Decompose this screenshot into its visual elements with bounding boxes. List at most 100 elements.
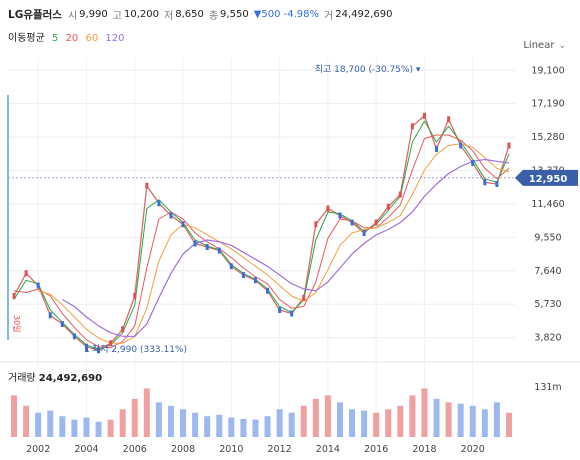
volume-bar: [276, 409, 283, 437]
x-tick-label: 2016: [364, 444, 388, 455]
volume-bar: [47, 410, 54, 437]
price-candle: [290, 310, 294, 317]
volume-title: 거래량 24,492,690: [8, 369, 102, 384]
volume-bar: [493, 402, 500, 437]
price-candle: [157, 200, 161, 207]
price-candle: [398, 191, 402, 198]
volume-bar: [216, 414, 223, 437]
volume-bar: [288, 412, 295, 437]
price-candle: [109, 340, 113, 347]
chevron-down-icon[interactable]: ⌄: [558, 40, 566, 51]
ma-20-label[interactable]: 20: [65, 33, 79, 44]
price-candle: [302, 294, 306, 301]
volume-bar: [409, 395, 416, 437]
price-candle: [266, 287, 270, 294]
volume-bar: [155, 402, 162, 437]
series-line-ma60: [38, 143, 510, 344]
volume-bar: [167, 405, 174, 437]
series-line-ma5: [13, 120, 510, 350]
price-candle: [471, 160, 475, 166]
y-tick-label: 17,190: [531, 99, 564, 110]
volume-bar: [361, 410, 368, 437]
low-label: 저: [164, 10, 174, 22]
price-candle: [447, 116, 451, 123]
volume-bar: [264, 416, 271, 437]
close-value: 9,550: [220, 8, 249, 20]
volume-bar: [336, 402, 343, 437]
volume-bar: [240, 418, 247, 437]
x-tick-label: 2012: [268, 444, 292, 455]
volume-bar: [131, 398, 138, 437]
price-candle: [12, 293, 16, 299]
volume-bar: [300, 405, 307, 437]
price-candle: [84, 343, 88, 350]
price-candle: [278, 307, 282, 313]
series-line-ma20: [13, 134, 510, 349]
volume-bar: [180, 409, 187, 437]
price-candle: [217, 247, 221, 254]
x-tick-label: 2008: [171, 444, 195, 455]
volume-bar: [95, 421, 102, 437]
volume-bar: [252, 419, 259, 437]
price-candle: [48, 312, 52, 319]
price-candle: [435, 146, 439, 152]
price-candle: [338, 212, 342, 219]
x-tick-label: 2002: [26, 444, 50, 455]
ma-120-label[interactable]: 120: [105, 33, 125, 44]
volume-bar: [324, 395, 331, 437]
y-tick-label: 11,460: [531, 199, 564, 210]
volume-bar: [35, 412, 42, 437]
price-candle: [24, 270, 28, 277]
x-tick-label: 2006: [123, 444, 147, 455]
ma-legend[interactable]: 이동평균 5 20 60 120: [8, 29, 129, 44]
open-label: 시: [67, 10, 78, 22]
price-candle: [193, 240, 197, 247]
price-candle: [72, 333, 76, 340]
volume-bar: [505, 412, 512, 437]
price-candle: [350, 219, 354, 226]
price-candle: [374, 219, 378, 226]
open-value: 9,990: [79, 8, 108, 20]
x-tick-label: 2010: [219, 444, 243, 455]
price-candle: [495, 181, 499, 187]
price-candle: [145, 182, 149, 189]
price-candle: [507, 142, 511, 149]
scale-label[interactable]: Linear: [523, 40, 555, 51]
current-price-tag: 12,950: [529, 174, 568, 185]
ipo-label: 30일: [12, 315, 21, 333]
volume-bar: [204, 416, 211, 437]
x-tick-label: 2004: [74, 444, 98, 455]
max-price-label: 최고 18,700 (-30.75%) ▾: [315, 64, 421, 75]
volume-bar: [433, 398, 440, 437]
price-candle: [362, 230, 366, 236]
price-candle: [181, 221, 185, 228]
x-tick-label: 2020: [461, 444, 485, 455]
volume-bar: [107, 419, 114, 437]
price-candle: [459, 142, 463, 149]
series-line-ma120: [61, 158, 510, 337]
x-tick-label: 2018: [412, 444, 436, 455]
volume-bar: [83, 417, 90, 437]
volume-value: 24,492,690: [335, 8, 393, 20]
scale-selector[interactable]: Linear ⌄: [523, 40, 566, 51]
price-candle: [386, 203, 390, 210]
price-candle: [60, 321, 64, 327]
ma-60-label[interactable]: 60: [85, 33, 99, 44]
volume-label: 거: [324, 10, 334, 22]
ma-5-label[interactable]: 5: [52, 33, 59, 44]
x-tick-label: 2014: [316, 444, 340, 455]
y-tick-label: 15,280: [531, 132, 564, 143]
price-header: LG유플러스 시 9,990 고 10,200 저 8,650 종 9,550 ▼500…: [8, 6, 398, 22]
volume-title-value: 24,492,690: [38, 373, 103, 384]
current-price-tag-bg: [515, 169, 578, 186]
price-candle: [205, 244, 209, 250]
series-line-close: [13, 115, 510, 351]
volume-bar: [143, 388, 150, 437]
y-tick-label: 9,550: [534, 232, 561, 243]
price-candle: [133, 293, 137, 299]
volume-bar: [373, 412, 380, 437]
min-price-label: ▴ 최저 2,990 (333.11%): [85, 344, 187, 355]
price-candle: [483, 179, 487, 186]
y-tick-label: 5,730: [534, 299, 561, 310]
